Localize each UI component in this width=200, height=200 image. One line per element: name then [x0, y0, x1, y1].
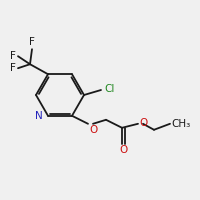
Text: Cl: Cl: [104, 84, 114, 94]
Text: F: F: [10, 51, 16, 61]
Text: N: N: [35, 111, 43, 121]
Text: F: F: [29, 37, 35, 47]
Text: O: O: [139, 118, 147, 128]
Text: CH₃: CH₃: [171, 119, 190, 129]
Text: O: O: [119, 145, 127, 155]
Text: O: O: [89, 125, 97, 135]
Text: F: F: [10, 63, 16, 73]
